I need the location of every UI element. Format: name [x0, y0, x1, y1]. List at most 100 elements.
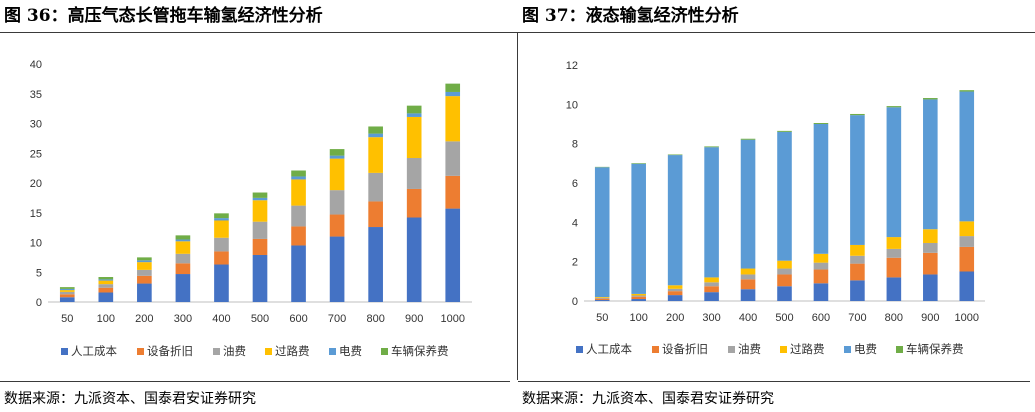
- right-chart-bar-segment: [850, 244, 865, 256]
- right-chart-bar-segment: [667, 285, 683, 289]
- left-chart-bar-segment: [252, 197, 268, 201]
- left-chart-bar-segment: [98, 280, 114, 285]
- right-chart-bar-segment: [959, 236, 975, 247]
- left-chart-x-tick-label: 400: [212, 313, 230, 325]
- right-chart-x-tick-label: 200: [666, 312, 684, 324]
- left-chart-y-tick-label: 40: [30, 59, 42, 71]
- left-chart-bar-segment: [291, 226, 306, 246]
- left-chart-bar-segment: [252, 200, 268, 222]
- left-chart-bar-segment: [291, 245, 306, 302]
- right-chart-legend-swatch: [780, 346, 787, 353]
- right-chart-bar-segment: [667, 155, 683, 286]
- right-chart-x-tick-label: 500: [775, 312, 793, 324]
- right-source-note: 数据来源：九派资本、国泰君安证券研究: [522, 391, 774, 407]
- right-chart-bar-segment: [594, 297, 610, 299]
- right-chart-bar-segment: [850, 115, 865, 245]
- right-chart-bar-segment: [813, 253, 829, 263]
- right-chart-x-tick-label: 300: [702, 312, 720, 324]
- left-chart-bar-segment: [368, 137, 383, 173]
- right-chart-legend-swatch: [728, 346, 735, 353]
- left-chart-y-tick-label: 35: [30, 89, 42, 101]
- left-chart-y-tick-label: 25: [30, 148, 42, 160]
- left-chart-bar-segment: [214, 218, 229, 221]
- left-chart-bar-segment: [214, 220, 229, 238]
- left-chart-bar-segment: [98, 279, 114, 281]
- right-chart-bar-segment: [886, 248, 902, 258]
- left-chart-x-tick-label: 100: [97, 313, 115, 325]
- left-chart-bar-segment: [137, 269, 152, 276]
- right-chart-bar-segment: [813, 269, 829, 284]
- right-chart-y-tick-label: 8: [572, 139, 578, 151]
- left-chart-x-tick-label: 300: [174, 313, 192, 325]
- right-chart-bar-segment: [631, 293, 646, 296]
- left-chart-bar-segment: [368, 133, 383, 138]
- right-chart-bar-segment: [631, 163, 646, 294]
- right-chart-bar-segment: [667, 288, 683, 292]
- right-chart-bar-segment: [777, 260, 792, 269]
- left-chart-title: 图 36：高压气态长管拖车输氢经济性分析: [4, 6, 323, 26]
- left-chart-x-tick-label: 800: [366, 313, 384, 325]
- right-chart-legend-item: 电费: [844, 343, 877, 356]
- left-chart-bar-segment: [445, 175, 461, 209]
- right-chart-legend-label: 车辆保养费: [906, 342, 964, 356]
- left-chart-bar-segment: [291, 170, 306, 177]
- right-chart-legend-item: 油费: [728, 342, 761, 356]
- left-chart-bar-segment: [329, 149, 345, 156]
- left-chart-bar-segment: [175, 235, 191, 240]
- left-chart-bar-segment: [252, 254, 268, 302]
- right-chart-bar-segment: [594, 297, 610, 298]
- left-chart-bar-segment: [59, 290, 75, 292]
- right-chart-bar-segment: [886, 277, 902, 301]
- right-chart-bar-segment: [667, 291, 683, 296]
- left-chart-legend-label: 设备折旧: [147, 344, 193, 358]
- left-chart-bar-segment: [137, 257, 152, 261]
- right-chart-bar-segment: [631, 299, 646, 301]
- left-chart-bar-segment: [368, 201, 383, 228]
- left-chart-bar-segment: [214, 264, 229, 302]
- left-chart-legend-item: 过路费: [265, 344, 310, 358]
- left-chart-bar-segment: [445, 208, 461, 302]
- left-chart-legend-label: 过路费: [275, 344, 310, 358]
- left-chart-bar-segment: [445, 96, 461, 142]
- left-chart-legend-item: 油费: [213, 344, 246, 358]
- right-chart-bar-segment: [631, 295, 646, 297]
- right-chart-bar-segment: [886, 107, 902, 238]
- left-chart-bar-segment: [98, 277, 114, 280]
- left-chart-legend-swatch: [265, 348, 272, 355]
- right-chart-legend-label: 过路费: [790, 342, 825, 356]
- right-chart-legend-label: 人工成本: [586, 342, 632, 356]
- left-chart-bar-segment: [329, 158, 345, 191]
- left-chart-bar-segment: [329, 155, 345, 159]
- left-chart-legend-swatch: [61, 348, 68, 355]
- right-chart-bar-segment: [667, 154, 683, 156]
- right-chart-y-tick-label: 10: [566, 99, 578, 111]
- right-chart-y-tick-label: 4: [572, 217, 578, 229]
- left-chart-bar-segment: [59, 294, 75, 298]
- left-chart-y-tick-label: 30: [30, 119, 42, 131]
- left-source-note: 数据来源：九派资本、国泰君安证券研究: [4, 391, 256, 407]
- left-chart-bar-segment: [406, 188, 422, 218]
- right-chart-legend-label: 电费: [854, 343, 877, 356]
- left-chart-legend-label: 人工成本: [71, 344, 117, 358]
- right-chart-bar-segment: [850, 263, 865, 281]
- right-chart-bar-segment: [777, 286, 792, 301]
- right-chart-bar-segment: [813, 123, 829, 124]
- left-chart-bar-segment: [214, 237, 229, 252]
- left-chart-legend-label: 车辆保养费: [391, 344, 449, 358]
- right-chart-bar-segment: [886, 106, 902, 108]
- right-chart-legend-swatch: [896, 346, 903, 353]
- left-chart-x-tick-label: 50: [61, 313, 73, 325]
- left-chart-legend-item: 电费: [329, 345, 362, 358]
- left-chart-bar-segment: [137, 275, 152, 284]
- right-chart-bar-segment: [704, 277, 719, 283]
- right-chart-bar-segment: [631, 163, 646, 164]
- right-chart-bar-segment: [704, 147, 719, 278]
- left-chart-legend-label: 电费: [339, 345, 362, 358]
- left-chart-y-tick-label: 10: [30, 238, 42, 250]
- left-chart-bar-segment: [368, 227, 383, 302]
- right-chart-bar-segment: [850, 255, 865, 264]
- right-chart-bar-segment: [813, 262, 829, 270]
- left-chart-bar-segment: [252, 238, 268, 255]
- right-chart-legend-item: 人工成本: [576, 342, 632, 356]
- right-chart-legend-swatch: [844, 346, 851, 353]
